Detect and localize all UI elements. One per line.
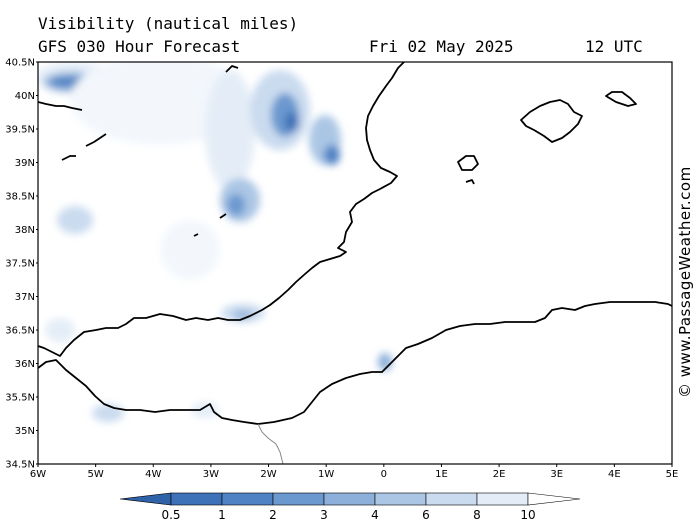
forecast-time: 12 UTC: [585, 37, 643, 56]
colorbar: 0.5 1 2 3 4 6 8 10: [119, 492, 581, 522]
lon-tick-label: 5W: [88, 469, 104, 480]
visibility-shading: [38, 62, 392, 422]
lon-axis: 6W 5W 4W 3W 2W 1W 0 1E 2E 3E 4E 5E: [30, 464, 678, 480]
lon-tick-label: 0: [381, 469, 387, 480]
lat-tick-label: 40.5N: [5, 58, 35, 69]
lat-axis: 40.5N 40N 39.5N 39N 38.5N 38N 37.5N 37N 36.5N 36N…: [5, 58, 38, 471]
colorbar-segment: [170, 492, 223, 506]
lat-tick-label: 37N: [15, 292, 35, 303]
coastline: [38, 62, 672, 425]
lon-tick-label: 1W: [318, 469, 334, 480]
lon-tick-label: 6W: [30, 469, 46, 480]
lon-tick-label: 4W: [145, 469, 161, 480]
colorbar-segment: [425, 492, 478, 506]
lon-tick-label: 4E: [608, 469, 621, 480]
lat-tick-label: 35N: [15, 426, 35, 437]
lon-tick-label: 3E: [550, 469, 563, 480]
colorbar-label: 2: [269, 508, 277, 522]
colorbar-label: 4: [371, 508, 379, 522]
colorbar-segment: [272, 492, 325, 506]
lat-tick-label: 38N: [15, 225, 35, 236]
lat-tick-label: 34.5N: [5, 460, 35, 471]
forecast-date: Fri 02 May 2025: [369, 37, 514, 56]
country-border: [257, 423, 284, 465]
colorbar-segment: [221, 492, 274, 506]
lat-tick-label: 37.5N: [5, 259, 35, 270]
colorbar-segment: [374, 492, 427, 506]
colorbar-segment: [476, 492, 529, 506]
colorbar-segment: [323, 492, 376, 506]
lon-tick-label: 2E: [493, 469, 506, 480]
colorbar-label: 8: [473, 508, 481, 522]
lat-tick-label: 36.5N: [5, 326, 35, 337]
lat-tick-label: 35.5N: [5, 393, 35, 404]
lat-tick-label: 36N: [15, 359, 35, 370]
colorbar-label: 1: [218, 508, 226, 522]
model-label: GFS 030 Hour Forecast: [38, 37, 241, 56]
lon-tick-label: 1E: [435, 469, 448, 480]
colorbar-over-arrow: [527, 492, 581, 506]
chart-title: Visibility (nautical miles): [38, 14, 299, 33]
colorbar-label: 10: [520, 508, 535, 522]
lon-tick-label: 3W: [203, 469, 219, 480]
lat-tick-label: 39.5N: [5, 125, 35, 136]
lat-tick-label: 38.5N: [5, 192, 35, 203]
colorbar-label: 0.5: [161, 508, 180, 522]
lon-tick-label: 5E: [666, 469, 679, 480]
lon-tick-label: 2W: [260, 469, 276, 480]
site-credit: © www.PassageWeather.com: [676, 166, 694, 398]
colorbar-label: 3: [320, 508, 328, 522]
lat-tick-label: 39N: [15, 158, 35, 169]
lat-tick-label: 40N: [15, 91, 35, 102]
colorbar-under-arrow: [119, 492, 172, 506]
colorbar-label: 6: [422, 508, 430, 522]
